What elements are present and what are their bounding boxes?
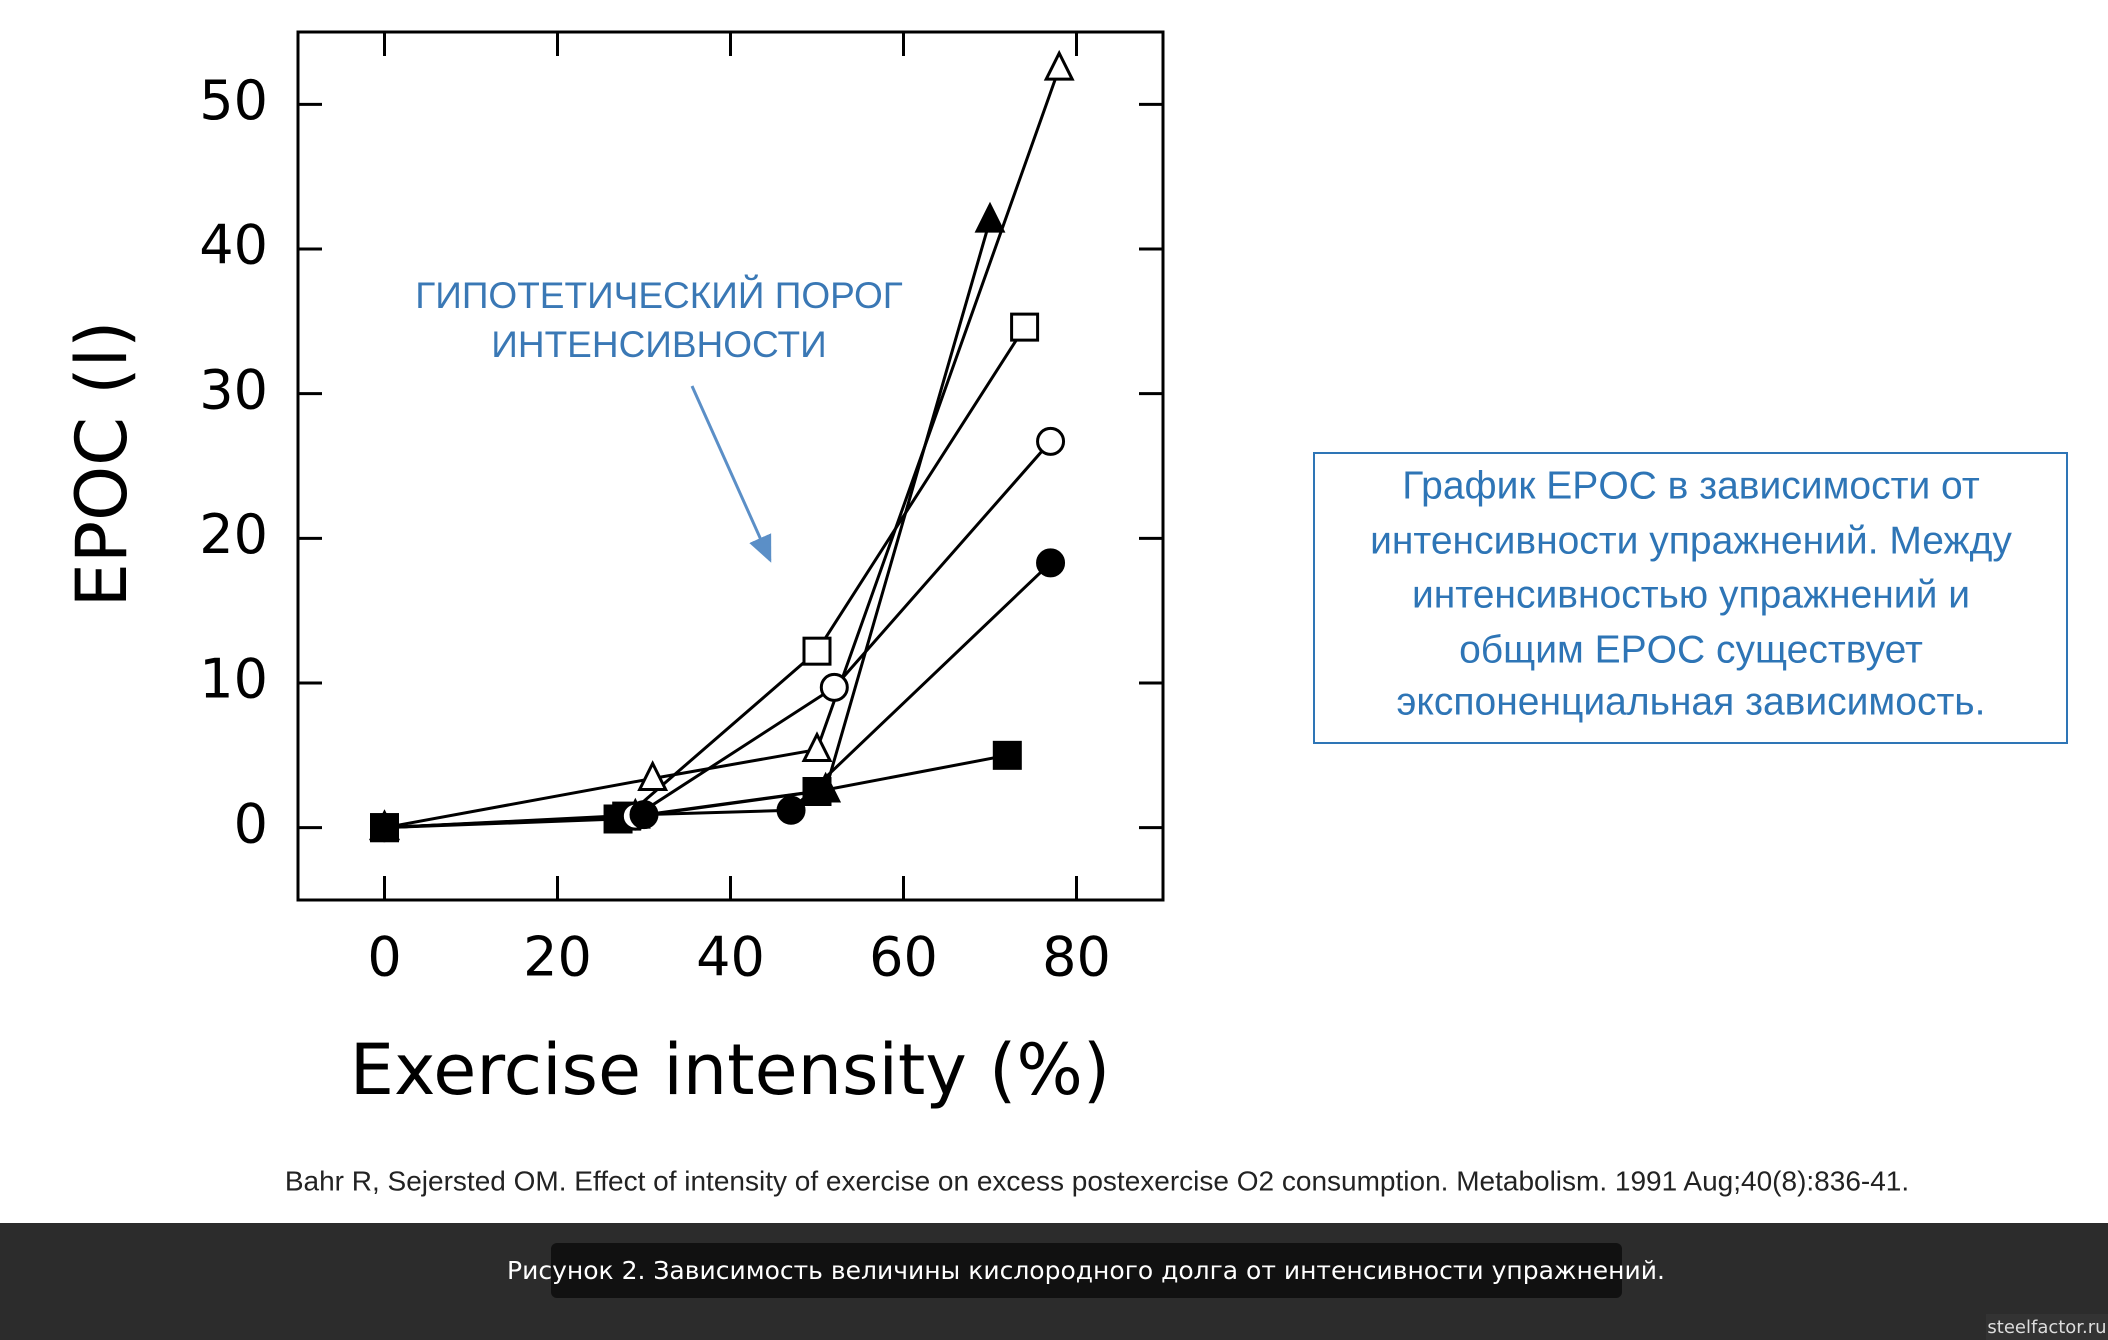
y-tick-label: 40 xyxy=(199,214,268,277)
note-line: интенсивностью упражнений и xyxy=(1412,573,1970,616)
x-tick-label: 60 xyxy=(869,926,938,989)
point xyxy=(1036,548,1066,578)
point xyxy=(776,795,806,825)
caption: Рисунок 2. Зависимость величины кислород… xyxy=(507,1256,1665,1285)
point xyxy=(1043,49,1075,81)
x-tick-label: 20 xyxy=(523,926,592,989)
point xyxy=(637,760,669,791)
source: Bahr R, Sejersted OM. Effect of intensit… xyxy=(285,1165,1909,1196)
series-line xyxy=(384,753,1008,830)
series-line xyxy=(384,440,1052,830)
series-line xyxy=(384,67,1061,830)
point xyxy=(629,800,659,830)
annotation: ГИПОТЕТИЧЕСКИЙ ПОРОГ xyxy=(415,274,903,316)
annotation: ИНТЕНСИВНОСТИ xyxy=(491,324,827,365)
y-axis-label: EPOC (l) xyxy=(61,321,143,608)
x-axis-label: Exercise intensity (%) xyxy=(350,1029,1110,1111)
note-box xyxy=(1313,452,2068,744)
series-line xyxy=(384,326,1026,830)
point xyxy=(974,201,1006,233)
x-tick-label: 80 xyxy=(1042,926,1111,989)
point xyxy=(802,777,832,806)
point xyxy=(801,731,833,763)
point xyxy=(1036,426,1066,456)
x-tick-label: 0 xyxy=(367,926,401,989)
point xyxy=(819,672,849,702)
point xyxy=(992,740,1022,770)
annotation-arrow xyxy=(690,385,772,563)
note-line: экспоненциальная зависимость. xyxy=(1397,680,1986,723)
y-tick-label: 20 xyxy=(199,503,268,566)
watermark: steelfactor.ru xyxy=(1987,1317,2106,1338)
point xyxy=(370,813,399,843)
y-tick-label: 50 xyxy=(199,69,268,132)
plot-frame xyxy=(296,30,1165,902)
point xyxy=(802,636,832,666)
series-line xyxy=(384,561,1052,830)
watermark-bg xyxy=(1986,1314,2108,1340)
point xyxy=(1010,312,1040,342)
note: График EPOC в зависимости от интенсивнос… xyxy=(1370,464,2012,723)
note-line: интенсивности упражнений. Между xyxy=(1370,519,2012,562)
note-line: общим EPOC существует xyxy=(1459,628,1923,671)
note-line: График EPOC в зависимости от xyxy=(1402,464,1980,507)
y-tick-label: 10 xyxy=(199,648,268,711)
y-tick-label: 30 xyxy=(199,358,268,421)
caption-box xyxy=(551,1243,1622,1298)
y-tick-label: 0 xyxy=(234,792,268,855)
x-tick-label: 40 xyxy=(696,926,765,989)
